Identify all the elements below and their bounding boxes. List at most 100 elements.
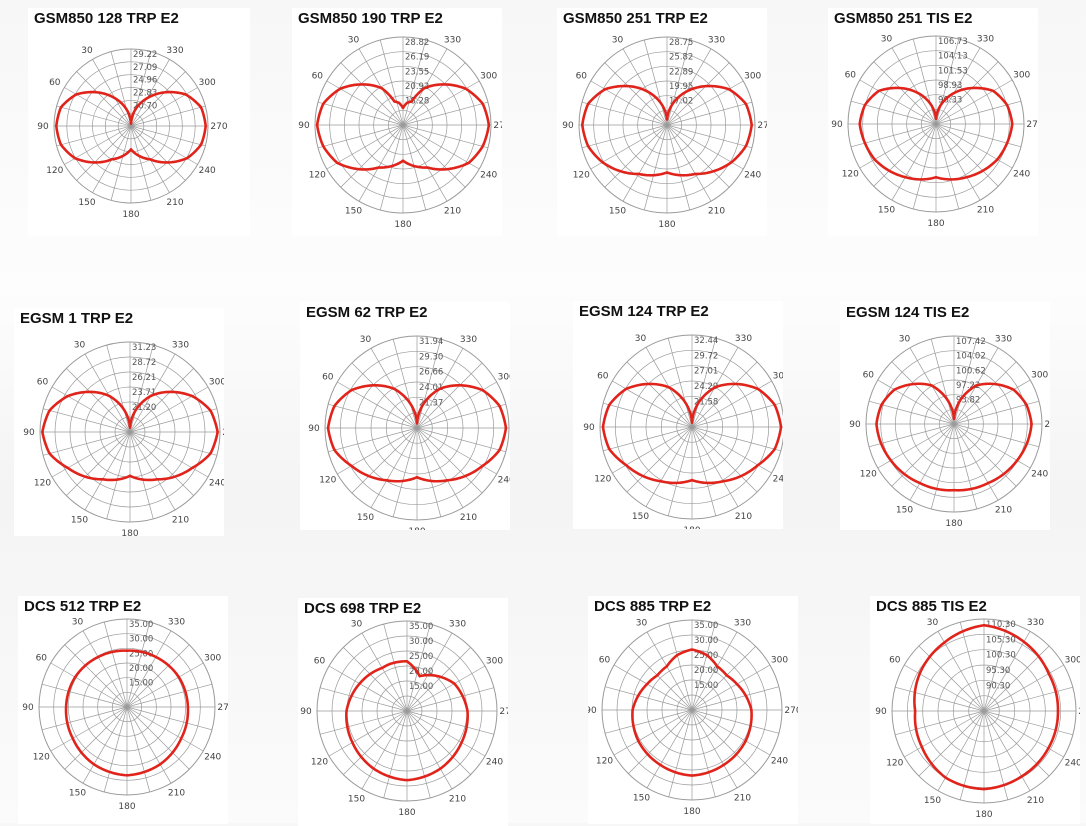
data-point xyxy=(744,102,748,106)
data-point xyxy=(727,88,731,91)
grid-spoke xyxy=(868,423,955,448)
chart-title: GSM850 190 TRP E2 xyxy=(298,10,443,27)
grid-spoke xyxy=(612,426,693,474)
grid-spoke xyxy=(383,710,408,799)
grid-spoke xyxy=(666,124,753,149)
data-point xyxy=(498,448,501,452)
angle-tick-label: 330 xyxy=(166,46,183,56)
grid-spoke xyxy=(406,687,495,712)
data-point xyxy=(750,708,753,712)
data-point xyxy=(694,172,697,176)
grid-spoke xyxy=(935,38,960,125)
grid-spoke xyxy=(337,381,418,429)
grid-spoke xyxy=(935,47,981,125)
grid-spoke xyxy=(383,623,408,712)
data-point xyxy=(690,648,694,651)
angle-tick-label: 180 xyxy=(683,526,700,529)
data-point xyxy=(350,388,353,392)
angle-tick-label: 180 xyxy=(121,529,138,536)
data-point xyxy=(388,662,392,666)
angle-tick-label: 210 xyxy=(460,513,477,523)
data-point xyxy=(59,143,63,146)
grid-spoke xyxy=(604,686,693,711)
angle-tick-label: 210 xyxy=(449,795,466,805)
grid-spoke xyxy=(351,362,418,429)
angle-tick-label: 30 xyxy=(348,35,360,45)
data-point xyxy=(156,478,159,481)
grid-spoke xyxy=(604,124,668,188)
angle-tick-label: 210 xyxy=(708,207,725,217)
data-point xyxy=(716,665,719,668)
grid-spoke xyxy=(358,124,404,202)
radial-tick-label: 107.42 xyxy=(956,337,986,347)
radial-tick-label: 30.00 xyxy=(409,637,433,647)
radial-tick-label: 24.29 xyxy=(694,382,718,392)
data-point xyxy=(66,466,69,470)
angle-tick-label: 330 xyxy=(1027,618,1044,628)
grid-spoke xyxy=(84,431,131,511)
grid-spoke xyxy=(983,710,1064,758)
data-point xyxy=(339,87,342,90)
grid-spoke xyxy=(328,403,418,429)
data-point xyxy=(603,88,607,91)
grid-spoke xyxy=(76,125,132,181)
radial-tick-label: 100.30 xyxy=(986,651,1016,661)
grid-spoke xyxy=(129,431,218,456)
angle-tick-label: 120 xyxy=(34,479,51,489)
grid-spoke xyxy=(666,62,730,126)
grid-spoke xyxy=(406,710,471,775)
grid-spoke xyxy=(402,62,466,126)
grid-spoke xyxy=(328,427,418,453)
grid-spoke xyxy=(691,426,781,452)
grid-spoke xyxy=(937,631,985,712)
angle-tick-label: 120 xyxy=(596,757,613,767)
grid-spoke xyxy=(603,402,693,428)
polar-chart-dcs-698-trp: DCS 698 TRP E2 3060901201501802102402703… xyxy=(298,598,508,826)
data-point xyxy=(464,87,467,90)
grid-spoke xyxy=(859,123,937,169)
data-point xyxy=(393,100,396,103)
data-point xyxy=(665,171,669,174)
grid-spoke xyxy=(666,48,712,126)
data-point xyxy=(92,763,96,766)
grid-spoke xyxy=(370,427,418,508)
grid-spoke xyxy=(50,706,128,752)
angle-tick-label: 270 xyxy=(1026,120,1038,130)
radial-tick-label: 35.00 xyxy=(129,620,153,630)
grid-spoke xyxy=(64,644,128,708)
grid-spoke xyxy=(126,706,213,731)
grid-spoke xyxy=(895,686,985,712)
grid-spoke xyxy=(666,101,753,126)
grid-spoke xyxy=(628,709,693,774)
grid-spoke xyxy=(402,101,489,126)
data-point xyxy=(996,158,999,161)
polar-plot: 30 60 90 120 150 180 210 240 270 300 330 28.82 26.19… xyxy=(298,35,502,230)
data-point xyxy=(73,157,77,160)
grid-spoke xyxy=(645,426,693,507)
data-point xyxy=(982,624,986,627)
radial-tick-label: 29.72 xyxy=(694,351,718,361)
grid-spoke xyxy=(126,706,204,752)
radial-tick-label: 27.01 xyxy=(694,367,718,377)
data-point xyxy=(943,641,946,644)
data-point xyxy=(1020,775,1023,778)
grid-spoke xyxy=(953,423,1017,487)
data-point xyxy=(601,425,605,429)
grid-spoke xyxy=(666,80,744,126)
radial-tick-label: 28.82 xyxy=(405,38,429,48)
grid-spoke xyxy=(416,427,497,475)
angle-tick-label: 240 xyxy=(199,166,216,176)
radial-tick-label: 21.37 xyxy=(419,398,443,408)
radial-tick-label: 105.30 xyxy=(986,635,1016,645)
angle-tick-label: 150 xyxy=(924,796,941,806)
data-point xyxy=(481,388,484,392)
grid-spoke xyxy=(668,709,693,798)
grid-spoke xyxy=(891,123,937,201)
chart-title: DCS 885 TIS E2 xyxy=(876,598,987,615)
data-point xyxy=(1056,709,1060,713)
data-point xyxy=(750,123,753,127)
grid-spoke xyxy=(983,686,1073,712)
grid-spoke xyxy=(129,386,209,433)
angle-tick-label: 60 xyxy=(889,656,901,666)
data-point xyxy=(59,106,63,109)
